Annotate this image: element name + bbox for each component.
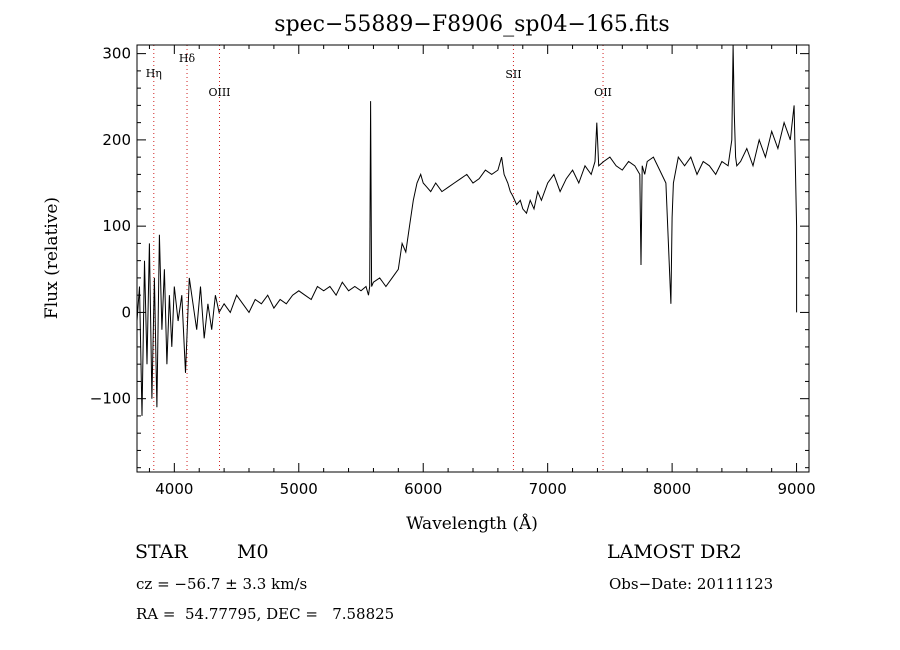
x-tick-label: 9000 (777, 480, 815, 498)
coordinates-text: RA = 54.77795, DEC = 7.58825 (136, 605, 395, 623)
marker-label: SII (505, 68, 521, 81)
survey-label: LAMOST DR2 (607, 541, 742, 563)
x-axis-label: Wavelength (Å) (406, 513, 538, 534)
subclass-label: M0 (237, 541, 269, 563)
marker-label: OIII (208, 86, 230, 99)
y-tick-label: 100 (102, 217, 131, 235)
x-tick-label: 5000 (280, 480, 318, 498)
marker-label: Hη (146, 67, 162, 80)
redshift-text: cz = −56.7 ± 3.3 km/s (136, 575, 308, 593)
plot-frame (136, 44, 810, 473)
marker-label: OII (594, 86, 612, 99)
marker-label: Hδ (179, 52, 196, 65)
obs-date-text: Obs−Date: 20111123 (609, 575, 774, 593)
emission-line-markers: Hη Hδ OIII SII OII (146, 45, 612, 472)
y-tick-label: 0 (121, 303, 131, 321)
y-tick-label: −100 (90, 390, 131, 408)
spectrum-line (136, 44, 798, 416)
y-tick-label: 300 (102, 45, 131, 63)
y-tick-label: 200 (102, 131, 131, 149)
axis-ticks: 4000 5000 6000 7000 8000 9000 −100 0 100 200 300 (90, 45, 816, 498)
chart-title: spec−55889−F8906_sp04−165.fits (274, 12, 669, 37)
x-tick-label: 7000 (529, 480, 567, 498)
class-label: STAR (135, 541, 188, 563)
y-axis-label: Flux (relative) (42, 197, 62, 319)
x-tick-label: 6000 (404, 480, 442, 498)
x-tick-label: 4000 (155, 480, 193, 498)
x-tick-label: 8000 (653, 480, 691, 498)
